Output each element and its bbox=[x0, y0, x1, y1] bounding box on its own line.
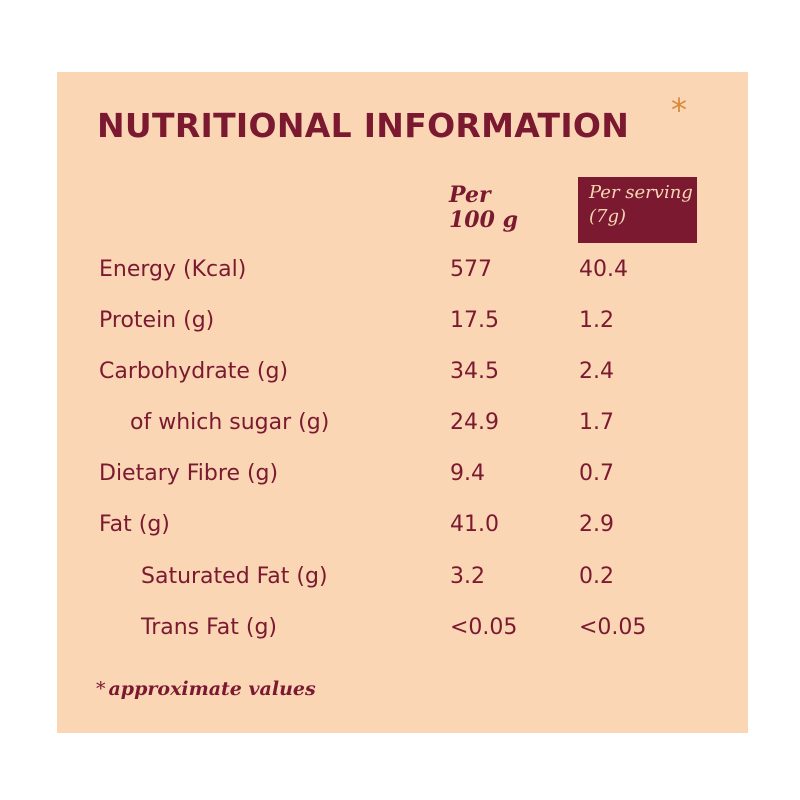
table-row: Saturated Fat (g) 3.2 0.2 bbox=[0, 562, 800, 602]
column-header-per-100g: Per 100 g bbox=[449, 183, 518, 233]
table-row: Trans Fat (g) <0.05 <0.05 bbox=[0, 613, 800, 653]
value-per-serving: 2.9 bbox=[579, 512, 614, 537]
footnote-text: approximate values bbox=[108, 678, 316, 700]
nutrient-label: Trans Fat (g) bbox=[141, 615, 277, 640]
column-header-per-serving-line1: Per serving bbox=[589, 182, 693, 203]
nutrient-label: of which sugar (g) bbox=[130, 410, 330, 435]
value-per-serving: 2.4 bbox=[579, 359, 614, 384]
panel-title: NUTRITIONAL INFORMATION bbox=[97, 106, 630, 145]
value-per-100g: 34.5 bbox=[450, 359, 499, 384]
table-row: Energy (Kcal) 577 40.4 bbox=[0, 255, 800, 295]
table-row: Protein (g) 17.5 1.2 bbox=[0, 306, 800, 346]
value-per-100g: 24.9 bbox=[450, 410, 499, 435]
table-row: Dietary Fibre (g) 9.4 0.7 bbox=[0, 459, 800, 499]
value-per-serving: <0.05 bbox=[579, 615, 647, 640]
column-header-per-100g-line1: Per bbox=[449, 182, 491, 208]
value-per-100g: 41.0 bbox=[450, 512, 499, 537]
value-per-serving: 1.2 bbox=[579, 308, 614, 333]
nutrient-label: Carbohydrate (g) bbox=[99, 359, 289, 384]
column-header-per-serving: Per serving (7g) bbox=[578, 177, 697, 243]
value-per-100g: <0.05 bbox=[450, 615, 518, 640]
value-per-100g: 17.5 bbox=[450, 308, 499, 333]
nutrient-label: Energy (Kcal) bbox=[99, 257, 247, 282]
table-row: Fat (g) 41.0 2.9 bbox=[0, 510, 800, 550]
footnote-asterisk: * bbox=[96, 678, 106, 700]
table-row: of which sugar (g) 24.9 1.7 bbox=[0, 408, 800, 448]
value-per-100g: 9.4 bbox=[450, 461, 485, 486]
title-asterisk: * bbox=[671, 91, 687, 129]
value-per-serving: 0.2 bbox=[579, 564, 614, 589]
value-per-100g: 577 bbox=[450, 257, 492, 282]
value-per-serving: 0.7 bbox=[579, 461, 614, 486]
value-per-100g: 3.2 bbox=[450, 564, 485, 589]
nutrient-label: Fat (g) bbox=[99, 512, 170, 537]
nutrient-label: Protein (g) bbox=[99, 308, 215, 333]
column-header-per-100g-line2: 100 g bbox=[449, 207, 518, 233]
nutrient-label: Saturated Fat (g) bbox=[141, 564, 328, 589]
table-row: Carbohydrate (g) 34.5 2.4 bbox=[0, 357, 800, 397]
nutrient-label: Dietary Fibre (g) bbox=[99, 461, 279, 486]
column-header-per-serving-line2: (7g) bbox=[589, 206, 627, 227]
value-per-serving: 40.4 bbox=[579, 257, 628, 282]
value-per-serving: 1.7 bbox=[579, 410, 614, 435]
footnote: * approximate values bbox=[96, 676, 316, 702]
